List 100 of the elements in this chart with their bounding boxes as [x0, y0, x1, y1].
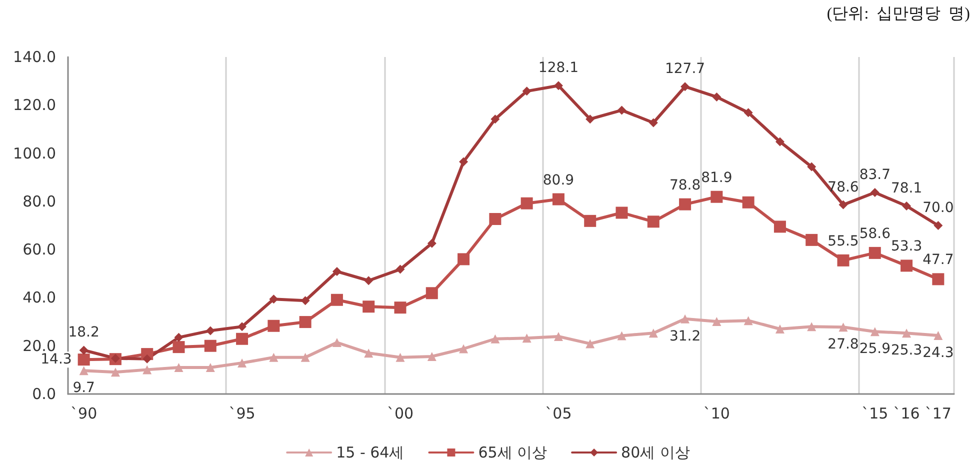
data-label: 25.3	[890, 342, 922, 359]
data-label: 18.2	[68, 324, 100, 341]
data-label: 78.8	[669, 177, 701, 194]
data-label: 70.0	[922, 200, 954, 216]
point	[744, 108, 753, 118]
point	[902, 202, 912, 210]
point	[774, 220, 786, 233]
point	[110, 368, 120, 377]
point	[932, 273, 944, 286]
point	[586, 114, 595, 124]
point	[838, 322, 848, 332]
point	[902, 328, 912, 338]
data-label: 80.9	[542, 172, 574, 188]
point	[616, 206, 628, 219]
y-tick-label: 0.0	[32, 385, 56, 403]
x-tick-label: `00	[386, 404, 414, 422]
y-tick-label: 120.0	[13, 96, 56, 114]
x-tick-label: `95	[228, 404, 256, 422]
point	[934, 221, 943, 230]
data-label: 24.3	[922, 345, 954, 362]
point	[459, 157, 468, 166]
point	[680, 314, 690, 324]
point	[364, 348, 374, 358]
point	[744, 316, 753, 326]
point	[427, 352, 436, 361]
point	[142, 354, 152, 364]
point	[522, 86, 532, 96]
y-tick-label: 100.0	[13, 144, 56, 162]
point	[647, 216, 660, 228]
point	[837, 254, 850, 266]
point	[79, 346, 88, 355]
data-label: 81.9	[701, 170, 732, 186]
point	[742, 196, 754, 208]
point	[364, 276, 374, 286]
x-tick-label: `16	[893, 404, 920, 422]
data-label: 83.7	[859, 167, 890, 184]
data-label: 78.1	[890, 180, 922, 196]
point	[554, 332, 563, 341]
data-label: 55.5	[828, 233, 859, 250]
x-tick-label: `05	[545, 404, 572, 422]
point	[332, 266, 342, 276]
point	[172, 341, 185, 354]
point	[299, 316, 312, 328]
text: (단위: 십만명당 명)	[826, 6, 970, 22]
point	[427, 238, 436, 248]
point	[775, 324, 784, 334]
y-tick-label: 80.0	[22, 192, 56, 210]
point	[396, 352, 405, 362]
point	[806, 234, 818, 246]
data-label: 127.7	[664, 61, 706, 78]
point	[238, 322, 247, 332]
point	[648, 118, 658, 128]
point	[617, 106, 626, 115]
x-tick-label: `90	[70, 404, 98, 422]
point	[584, 214, 596, 227]
point	[300, 352, 310, 362]
point	[269, 352, 278, 362]
point	[838, 200, 848, 210]
x-tick-label: `10	[703, 404, 730, 422]
legend-label: 15 - 64세	[336, 444, 404, 462]
point	[206, 363, 215, 372]
point	[807, 322, 816, 332]
data-label: 9.7	[72, 380, 95, 396]
data-label: 14.3	[40, 352, 72, 368]
data-label: 47.7	[922, 252, 954, 268]
point	[489, 213, 502, 225]
point	[204, 340, 216, 352]
point	[79, 366, 88, 376]
point	[617, 331, 626, 340]
point	[78, 354, 90, 366]
data-label: 58.6	[859, 226, 891, 242]
point	[396, 264, 405, 274]
point	[490, 114, 500, 124]
y-tick-label: 140.0	[13, 48, 56, 66]
point	[586, 339, 595, 348]
x-tick-label: `15	[862, 404, 888, 422]
point	[426, 287, 438, 300]
point	[206, 326, 215, 336]
point	[522, 334, 532, 343]
point	[459, 344, 468, 354]
point	[868, 246, 881, 259]
point	[394, 302, 406, 314]
point	[775, 137, 784, 146]
point	[330, 294, 343, 306]
point	[236, 332, 248, 345]
point	[648, 328, 658, 338]
point	[552, 193, 564, 206]
point	[554, 81, 563, 90]
point	[332, 338, 342, 347]
point	[362, 300, 375, 313]
point	[870, 188, 880, 198]
x-tick-label: `17	[924, 404, 952, 422]
y-tick-label: 60.0	[22, 240, 56, 259]
legend-label: 80세 이상	[621, 444, 690, 462]
point	[490, 334, 500, 344]
point	[712, 317, 722, 326]
point	[900, 260, 913, 272]
data-label: 31.2	[669, 328, 701, 344]
data-label: 53.3	[890, 238, 922, 255]
point	[870, 327, 880, 336]
